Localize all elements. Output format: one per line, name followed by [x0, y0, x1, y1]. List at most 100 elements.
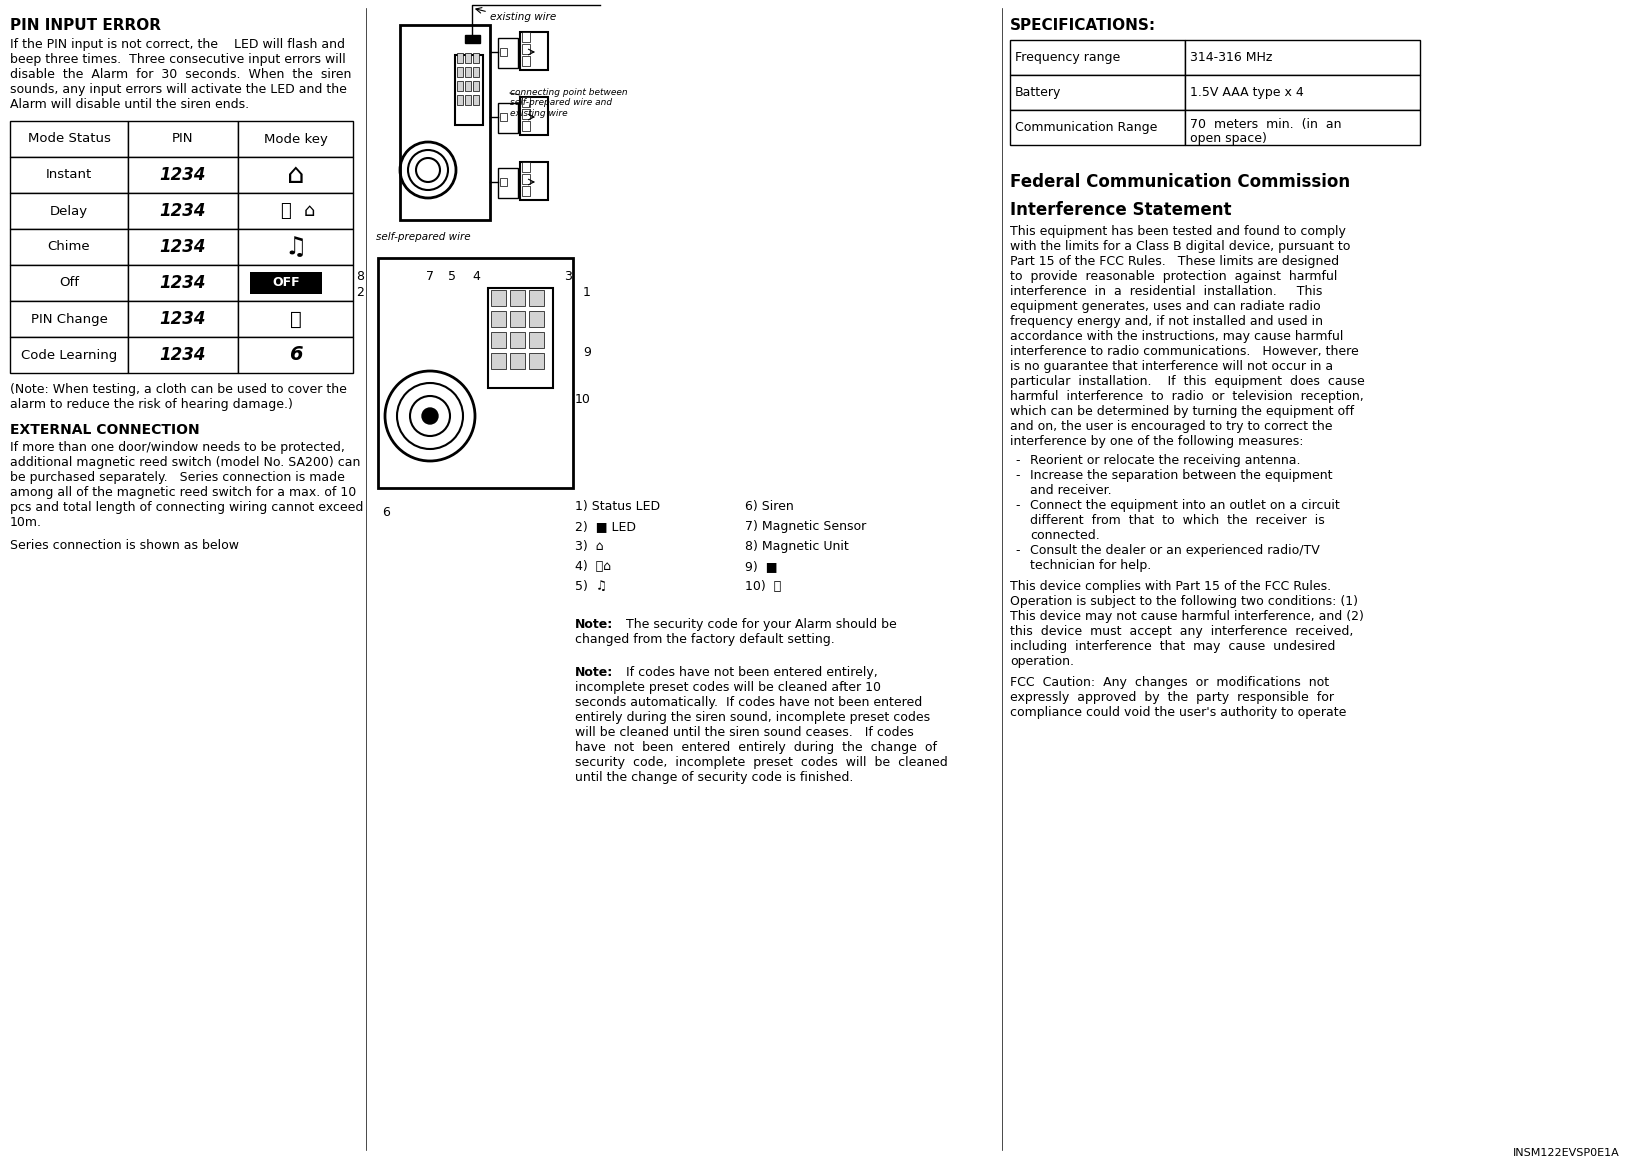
Bar [238, 301, 352, 337]
Text: 🔑: 🔑 [290, 310, 302, 329]
Text: beep three times.  Three consecutive input errors will: beep three times. Three consecutive inpu… [10, 53, 346, 66]
Text: additional magnetic reed switch (model No. SA200) can: additional magnetic reed switch (model N… [10, 456, 360, 469]
Bar [127, 157, 238, 193]
Bar [510, 290, 525, 305]
Text: 1234: 1234 [160, 274, 205, 292]
Text: Connect the equipment into an outlet on a circuit: Connect the equipment into an outlet on … [1030, 499, 1338, 513]
Text: PIN Change: PIN Change [31, 312, 108, 325]
Text: Note:: Note: [575, 666, 613, 679]
Bar [473, 81, 479, 91]
Text: interference  in  a  residential  installation.     This: interference in a residential installati… [1009, 285, 1322, 299]
Bar [238, 193, 352, 229]
Text: disable  the  Alarm  for  30  seconds.  When  the  siren: disable the Alarm for 30 seconds. When t… [10, 68, 350, 81]
Text: PIN: PIN [173, 133, 194, 146]
Bar [528, 353, 544, 369]
Text: seconds automatically.  If codes have not been entered: seconds automatically. If codes have not… [575, 697, 921, 709]
Bar [510, 311, 525, 327]
Text: EXTERNAL CONNECTION: EXTERNAL CONNECTION [10, 423, 199, 437]
Bar [456, 81, 463, 91]
Text: Federal Communication Commission: Federal Communication Commission [1009, 174, 1350, 191]
Text: accordance with the instructions, may cause harmful: accordance with the instructions, may ca… [1009, 330, 1343, 342]
Text: 9)  ■: 9) ■ [745, 560, 778, 573]
Bar [497, 168, 518, 198]
Text: will be cleaned until the siren sound ceases.   If codes: will be cleaned until the siren sound ce… [575, 725, 913, 739]
Bar [497, 103, 518, 133]
Text: If more than one door/window needs to be protected,: If more than one door/window needs to be… [10, 441, 344, 454]
Text: ♫: ♫ [284, 235, 306, 259]
Bar [10, 265, 127, 301]
Bar [522, 162, 530, 172]
Text: 1234: 1234 [160, 165, 205, 184]
Bar [520, 97, 548, 135]
Text: 3: 3 [564, 270, 572, 283]
Text: 6: 6 [381, 506, 390, 519]
Text: -: - [1014, 499, 1019, 513]
Bar [127, 229, 238, 265]
Text: expressly  approved  by  the  party  responsible  for: expressly approved by the party responsi… [1009, 691, 1333, 703]
Bar [249, 272, 321, 294]
Text: 70  meters  min.  (in  an: 70 meters min. (in an [1190, 118, 1341, 131]
Bar [1185, 40, 1420, 75]
Bar [522, 174, 530, 184]
Bar [378, 258, 572, 488]
Bar [127, 121, 238, 157]
Text: Consult the dealer or an experienced radio/TV: Consult the dealer or an experienced rad… [1030, 544, 1319, 557]
Bar [500, 113, 507, 121]
Text: is no guarantee that interference will not occur in a: is no guarantee that interference will n… [1009, 360, 1332, 373]
Text: frequency energy and, if not installed and used in: frequency energy and, if not installed a… [1009, 315, 1322, 327]
Bar [127, 193, 238, 229]
Bar [520, 162, 548, 200]
Bar [473, 67, 479, 78]
Text: Reorient or relocate the receiving antenna.: Reorient or relocate the receiving anten… [1030, 454, 1299, 467]
Text: 10: 10 [575, 393, 590, 406]
Bar [522, 44, 530, 54]
Text: sounds, any input errors will activate the LED and the: sounds, any input errors will activate t… [10, 83, 347, 96]
Text: which can be determined by turning the equipment off: which can be determined by turning the e… [1009, 405, 1353, 418]
Text: interference by one of the following measures:: interference by one of the following mea… [1009, 435, 1302, 448]
Bar [455, 56, 482, 125]
Bar [491, 290, 505, 305]
Bar [127, 301, 238, 337]
Text: pcs and total length of connecting wiring cannot exceed: pcs and total length of connecting wirin… [10, 501, 363, 514]
Text: 1234: 1234 [160, 238, 205, 256]
Bar [510, 353, 525, 369]
Text: be purchased separately.   Series connection is made: be purchased separately. Series connecti… [10, 471, 344, 484]
Text: FCC  Caution:  Any  changes  or  modifications  not: FCC Caution: Any changes or modification… [1009, 676, 1328, 690]
Text: to  provide  reasonable  protection  against  harmful: to provide reasonable protection against… [1009, 270, 1337, 283]
Text: with the limits for a Class B digital device, pursuant to: with the limits for a Class B digital de… [1009, 239, 1350, 253]
Text: 🏃: 🏃 [280, 202, 290, 220]
Bar [528, 311, 544, 327]
Text: particular  installation.    If  this  equipment  does  cause: particular installation. If this equipme… [1009, 375, 1364, 388]
Text: 7) Magnetic Sensor: 7) Magnetic Sensor [745, 519, 866, 533]
Bar [238, 229, 352, 265]
Bar [399, 25, 489, 220]
Text: 314-316 MHz: 314-316 MHz [1190, 51, 1271, 64]
Text: If the PIN input is not correct, the    LED will flash and: If the PIN input is not correct, the LED… [10, 38, 346, 51]
Bar [10, 121, 127, 157]
Bar [465, 35, 479, 43]
Text: including  interference  that  may  cause  undesired: including interference that may cause un… [1009, 640, 1335, 653]
Text: equipment generates, uses and can radiate radio: equipment generates, uses and can radiat… [1009, 300, 1320, 314]
Text: Operation is subject to the following two conditions: (1): Operation is subject to the following tw… [1009, 595, 1358, 607]
Text: Delay: Delay [51, 205, 88, 218]
Text: and on, the user is encouraged to try to correct the: and on, the user is encouraged to try to… [1009, 420, 1332, 433]
Text: have  not  been  entered  entirely  during  the  change  of: have not been entered entirely during th… [575, 740, 936, 754]
Bar [522, 32, 530, 42]
Text: among all of the magnetic reed switch for a max. of 10: among all of the magnetic reed switch fo… [10, 486, 355, 499]
Text: 1) Status LED: 1) Status LED [575, 500, 660, 513]
Text: security  code,  incomplete  preset  codes  will  be  cleaned: security code, incomplete preset codes w… [575, 756, 947, 769]
Text: compliance could void the user's authority to operate: compliance could void the user's authori… [1009, 706, 1345, 718]
Text: 1234: 1234 [160, 346, 205, 364]
Bar [473, 95, 479, 105]
Bar [456, 53, 463, 62]
Bar [528, 332, 544, 348]
Bar [238, 265, 352, 301]
Text: incomplete preset codes will be cleaned after 10: incomplete preset codes will be cleaned … [575, 681, 880, 694]
Bar [520, 32, 548, 71]
Bar [500, 47, 507, 56]
Bar [10, 301, 127, 337]
Text: 8: 8 [355, 270, 363, 283]
Text: This device complies with Part 15 of the FCC Rules.: This device complies with Part 15 of the… [1009, 580, 1330, 594]
Bar [465, 53, 471, 62]
Text: self-prepared wire: self-prepared wire [377, 233, 471, 242]
